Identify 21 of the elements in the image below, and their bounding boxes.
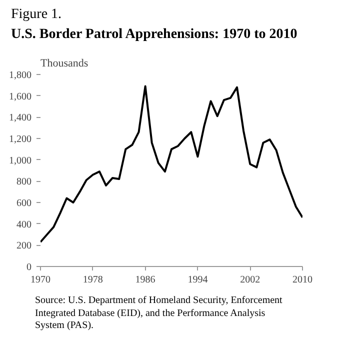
y-tick-label: 1,600 — [9, 91, 32, 102]
y-tick-label: 800 — [16, 176, 32, 188]
y-tick-label: 400 — [16, 219, 32, 230]
y-tick-label: 600 — [16, 198, 32, 209]
y-axis-title: Thousands — [40, 58, 88, 70]
x-tick-label: 1970 — [30, 274, 50, 286]
x-tick-label: 1986 — [135, 274, 156, 286]
y-tick-label: 200 — [16, 240, 32, 252]
y-tick-label: 0 — [26, 262, 32, 273]
y-tick-label: 1,400 — [9, 112, 32, 124]
x-tick-label: 1994 — [188, 274, 208, 286]
x-tick-label: 2002 — [240, 274, 260, 286]
y-tick-label: 1,800 — [9, 70, 32, 81]
y-tick-label: 1,000 — [9, 155, 32, 166]
x-tick-label: 2010 — [292, 274, 312, 286]
y-tick-label: 1,200 — [9, 134, 32, 145]
x-tick-label: 1978 — [82, 274, 103, 286]
chart-subtitle: Figure 1. — [11, 6, 63, 24]
source-note: Source: U.S. Department of Homeland Security, Enforcement Integrated Database (EID), and the Performance Analysis System (PAS). — [35, 295, 284, 332]
line-series — [40, 85, 302, 243]
chart-title: U.S. Border Patrol Apprehensions: 1970 to 2010 — [11, 26, 298, 44]
